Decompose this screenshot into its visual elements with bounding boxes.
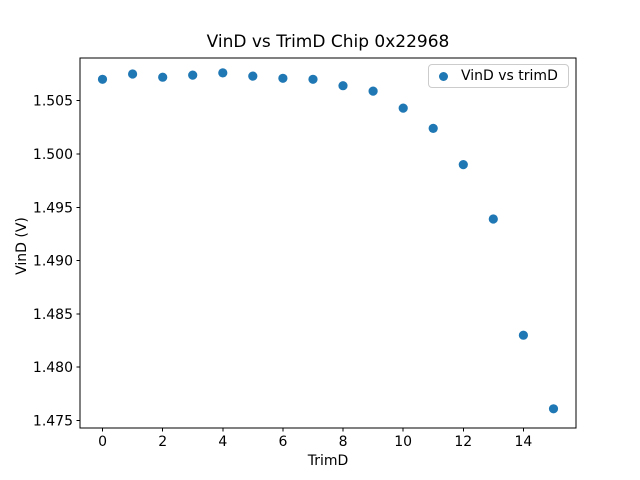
x-tick-label: 2 (158, 434, 167, 450)
x-tick-label: 12 (454, 434, 472, 450)
x-tick-label: 10 (394, 434, 412, 450)
scatter-point (338, 81, 348, 91)
legend-label: VinD vs trimD (461, 68, 558, 84)
scatter-point (518, 330, 529, 340)
x-tick-label: 4 (218, 434, 227, 450)
scatter-point (548, 404, 559, 414)
x-axis-label: TrimD (307, 453, 349, 469)
x-tick-label: 6 (278, 434, 287, 450)
y-tick-label: 1.495 (33, 200, 73, 216)
y-tick-label: 1.505 (33, 94, 73, 110)
y-tick-label: 1.480 (33, 360, 73, 376)
scatter-point (428, 123, 438, 133)
scatter-point (218, 68, 228, 78)
scatter-point (308, 74, 318, 84)
scatter-point (97, 74, 108, 84)
legend-box: VinD vs trimD (428, 64, 569, 88)
scatter-point (128, 69, 138, 79)
scatter-point (158, 72, 168, 82)
y-tick-label: 1.490 (33, 254, 73, 270)
y-tick-label: 1.500 (33, 147, 73, 163)
y-tick-label: 1.485 (33, 307, 73, 323)
scatter-point (458, 160, 468, 170)
scatter-point (488, 214, 498, 224)
scatter-point (188, 70, 198, 80)
x-tick-label: 14 (514, 434, 532, 450)
scatter-point (248, 71, 258, 81)
scatter-point (278, 73, 288, 83)
legend-marker-dot-icon (439, 71, 448, 81)
axes-frame (79, 57, 577, 429)
chart-title: VinD vs TrimD Chip 0x22968 (206, 32, 450, 52)
y-axis-label: VinD (V) (14, 217, 30, 275)
scatter-point (398, 103, 408, 113)
y-tick-label: 1.475 (33, 414, 73, 430)
x-tick-label: 8 (339, 434, 348, 450)
x-tick-label: 0 (98, 434, 107, 450)
scatter-point (368, 86, 378, 96)
